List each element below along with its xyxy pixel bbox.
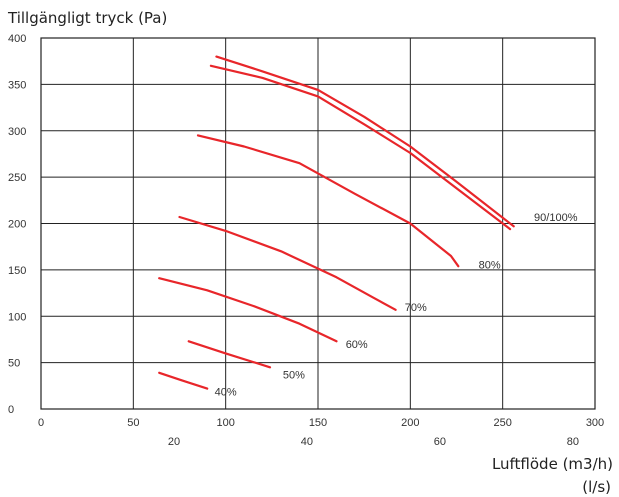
curve-label: 60% [346,339,368,351]
x-secondary-tick-label: 80 [567,436,579,448]
y-tick-label: 400 [8,33,26,45]
y-axis-title: Tillgängligt tryck (Pa) [8,9,168,27]
curve-label: 90/100% [534,212,578,224]
series-line-3 [196,134,460,268]
x-secondary-tick-label: 60 [434,436,446,448]
y-tick-label: 150 [8,265,26,277]
y-tick-label: 250 [8,172,26,184]
series-line-2 [209,64,512,231]
series-line-7 [158,371,209,390]
curve-label: 40% [215,386,237,398]
x-tick-label: 300 [586,417,604,429]
x-secondary-tick-label: 40 [301,436,313,448]
series-line-1 [215,55,515,228]
series-line-5 [158,277,338,343]
curve-label: 50% [283,370,305,382]
x-tick-label: 250 [493,417,511,429]
x-secondary-tick-label: 20 [168,436,180,448]
y-tick-label: 350 [8,79,26,91]
x-tick-label: 0 [38,417,44,429]
y-tick-label: 100 [8,311,26,323]
y-tick-label: 300 [8,126,26,138]
y-tick-label: 50 [8,358,20,370]
x-axis-secondary-title: (l/s) [582,478,611,496]
x-tick-label: 100 [216,417,234,429]
x-tick-label: 50 [127,417,139,429]
x-axis-title: Luftflöde (m3/h) [491,455,613,473]
series-line-6 [187,340,272,369]
grid [40,37,596,410]
tick-labels: 0 50 100 150 200 250 300 0 50 100 150 200 250 300 350 4… [8,33,604,448]
curve-label: 80% [479,259,501,271]
x-tick-label: 200 [401,417,419,429]
x-tick-label: 150 [309,417,327,429]
curve-label: 70% [405,302,427,314]
series-line-4 [178,215,397,311]
y-tick-label: 200 [8,219,26,231]
series-lines [158,55,515,390]
curve-labels: 90/100% 80% 70% 60% 50% 40% [215,212,578,398]
y-tick-label: 0 [8,404,14,416]
